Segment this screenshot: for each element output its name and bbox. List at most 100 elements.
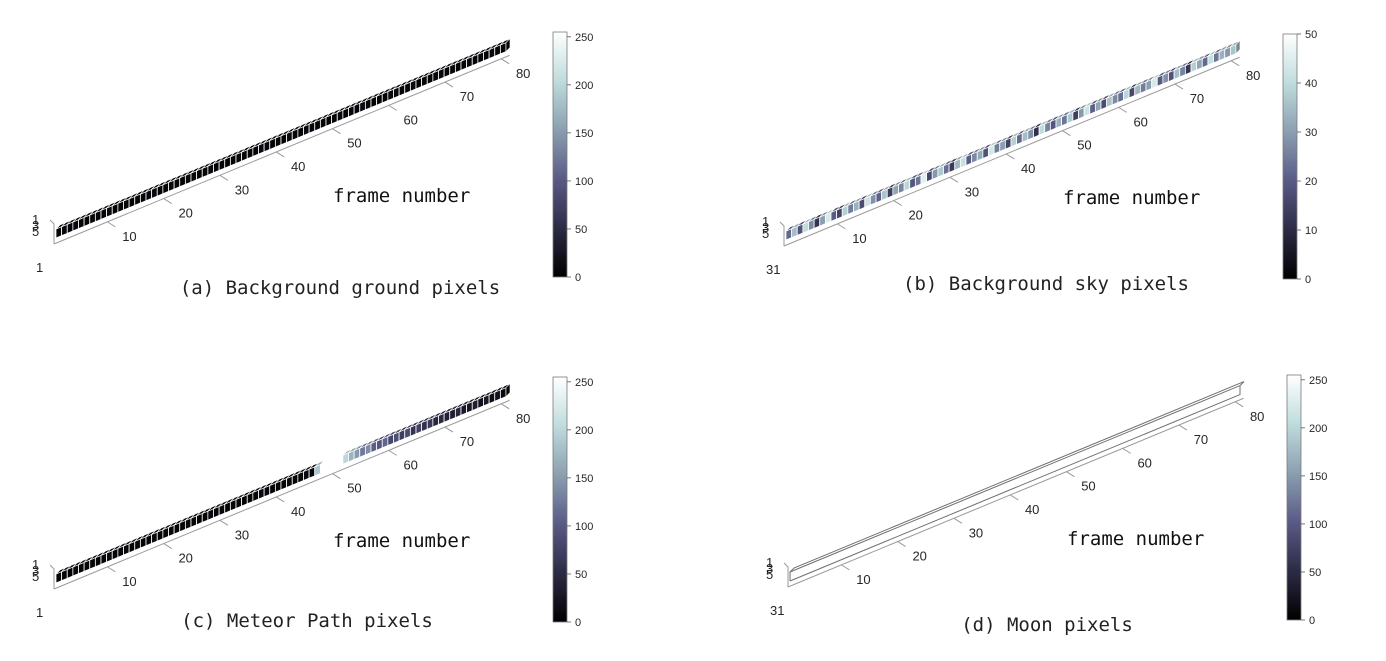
- caption-a: (a) Background ground pixels: [179, 277, 501, 299]
- depth-tick-0: 1: [766, 555, 773, 570]
- x-tick-60: [1118, 106, 1127, 113]
- panel-a: 10 20 30 40 50 60 70 80 1 3 5 1 frame number 0 50 100 15…: [0, 0, 600, 310]
- colorbar: [552, 31, 568, 278]
- colorbar-tick-label-250: 250: [575, 32, 593, 44]
- origin-tick: 1: [36, 605, 43, 620]
- x-tick-20: [893, 200, 902, 206]
- x-tick-50: [332, 473, 341, 480]
- x-tick-50: [332, 128, 341, 135]
- colorbar-tick-label-250: 250: [1309, 375, 1327, 387]
- colorbar-tick-label-200: 200: [575, 80, 593, 92]
- depth-tick-2: 5: [762, 226, 769, 241]
- x-tick-30: [219, 174, 229, 181]
- x-tick-label-70: 70: [1194, 432, 1208, 447]
- x-tick-label-50: 50: [347, 481, 361, 496]
- depth-tick-2: 5: [32, 224, 39, 239]
- bar-end-cap: [1235, 39, 1241, 55]
- x-tick-70: [444, 426, 454, 433]
- x-tick-label-20: 20: [178, 206, 192, 221]
- colorbar-tick-label-200: 200: [1309, 423, 1327, 435]
- depth-tick-1: 3: [32, 563, 39, 578]
- x-tick-80: [1230, 60, 1240, 67]
- x-tick-10: [837, 223, 846, 230]
- x-tick-70: [444, 81, 454, 88]
- x-tick-20: [897, 541, 906, 547]
- depth-tick-0: 1: [762, 214, 769, 229]
- depth-tick-2: 5: [32, 569, 39, 584]
- bar-end-cap: [505, 382, 511, 398]
- x-tick-label-50: 50: [1081, 479, 1095, 494]
- colorbar-tick-label-0: 0: [575, 272, 581, 284]
- x-tick-30: [219, 519, 229, 526]
- x-tick-label-10: 10: [122, 229, 136, 244]
- colorbar-tick-label-20: 20: [1305, 176, 1317, 188]
- origin-tick: 1: [36, 260, 43, 275]
- x-tick-label-60: 60: [403, 112, 417, 127]
- x-tick-60: [388, 104, 397, 111]
- x-tick-70: [1174, 83, 1184, 90]
- moon-box-top: [789, 381, 1245, 573]
- x-tick-80: [500, 403, 510, 410]
- x-tick-80: [1234, 401, 1244, 408]
- colorbar-tick-label-150: 150: [1309, 471, 1327, 483]
- colorbar-tick-label-30: 30: [1305, 127, 1317, 139]
- x-tick-40: [1009, 494, 1019, 501]
- x-tick-label-50: 50: [347, 136, 361, 151]
- x-tick-label-40: 40: [1025, 502, 1039, 517]
- depth-tick-0: 1: [32, 557, 39, 572]
- frame-axis-line: [783, 56, 1240, 247]
- x-tick-label-30: 30: [235, 182, 249, 197]
- bar-top-frame-47: [314, 460, 325, 468]
- bar-end-cap: [505, 37, 511, 53]
- depth-axis-line: [783, 562, 789, 587]
- colorbar-tick-label-50: 50: [1305, 29, 1317, 41]
- chart-b-svg: 10 20 30 40 50 60 70 80 135 31 frame number 0 10 20 30…: [762, 29, 1317, 286]
- x-tick-label-30: 30: [965, 184, 979, 199]
- x-tick-label-10: 10: [856, 572, 870, 587]
- x-tick-label-20: 20: [178, 551, 192, 566]
- x-tick-50: [1066, 471, 1075, 478]
- colorbar-tick-label-150: 150: [575, 473, 593, 485]
- x-tick-label-40: 40: [291, 159, 305, 174]
- colorbar: [1282, 33, 1298, 280]
- x-tick-80: [500, 58, 510, 65]
- x-tick-label-70: 70: [1190, 91, 1204, 106]
- x-tick-60: [388, 449, 397, 456]
- x-tick-label-20: 20: [912, 549, 926, 564]
- colorbar-tick-label-0: 0: [575, 617, 581, 629]
- x-tick-label-80: 80: [1250, 409, 1264, 424]
- depth-axis-line: [49, 219, 55, 244]
- colorbar-tick-label-0: 0: [1305, 274, 1311, 286]
- x-tick-label-20: 20: [908, 208, 922, 223]
- origin-tick: 31: [766, 262, 780, 277]
- colorbar-tick-label-50: 50: [1309, 567, 1321, 579]
- colorbar-tick-label-100: 100: [575, 176, 593, 188]
- x-axis-label: frame number: [333, 530, 470, 552]
- x-tick-10: [107, 566, 116, 573]
- x-tick-label-40: 40: [1021, 161, 1035, 176]
- depth-tick-2: 5: [766, 567, 773, 582]
- x-tick-label-60: 60: [1133, 114, 1147, 129]
- colorbar: [552, 376, 568, 623]
- x-tick-label-30: 30: [969, 525, 983, 540]
- x-tick-label-70: 70: [460, 434, 474, 449]
- x-tick-10: [841, 564, 850, 571]
- depth-tick-1: 3: [766, 561, 773, 576]
- x-tick-10: [107, 221, 116, 228]
- x-tick-label-10: 10: [852, 231, 866, 246]
- depth-axis-line: [49, 564, 55, 589]
- x-tick-label-60: 60: [1137, 455, 1151, 470]
- x-axis-label: frame number: [1067, 528, 1204, 550]
- frame-axis-line: [53, 54, 510, 245]
- x-tick-30: [953, 517, 963, 524]
- colorbar-tick-label-150: 150: [575, 128, 593, 140]
- colorbar-tick-label-100: 100: [575, 521, 593, 533]
- x-tick-label-60: 60: [403, 457, 417, 472]
- caption-d: (d) Moon pixels: [961, 614, 1133, 636]
- colorbar-tick-label-100: 100: [1309, 519, 1327, 531]
- x-tick-40: [275, 151, 285, 158]
- colorbar-tick-label-250: 250: [575, 377, 593, 389]
- colorbar: [1286, 374, 1302, 621]
- x-axis-label: frame number: [1063, 187, 1200, 209]
